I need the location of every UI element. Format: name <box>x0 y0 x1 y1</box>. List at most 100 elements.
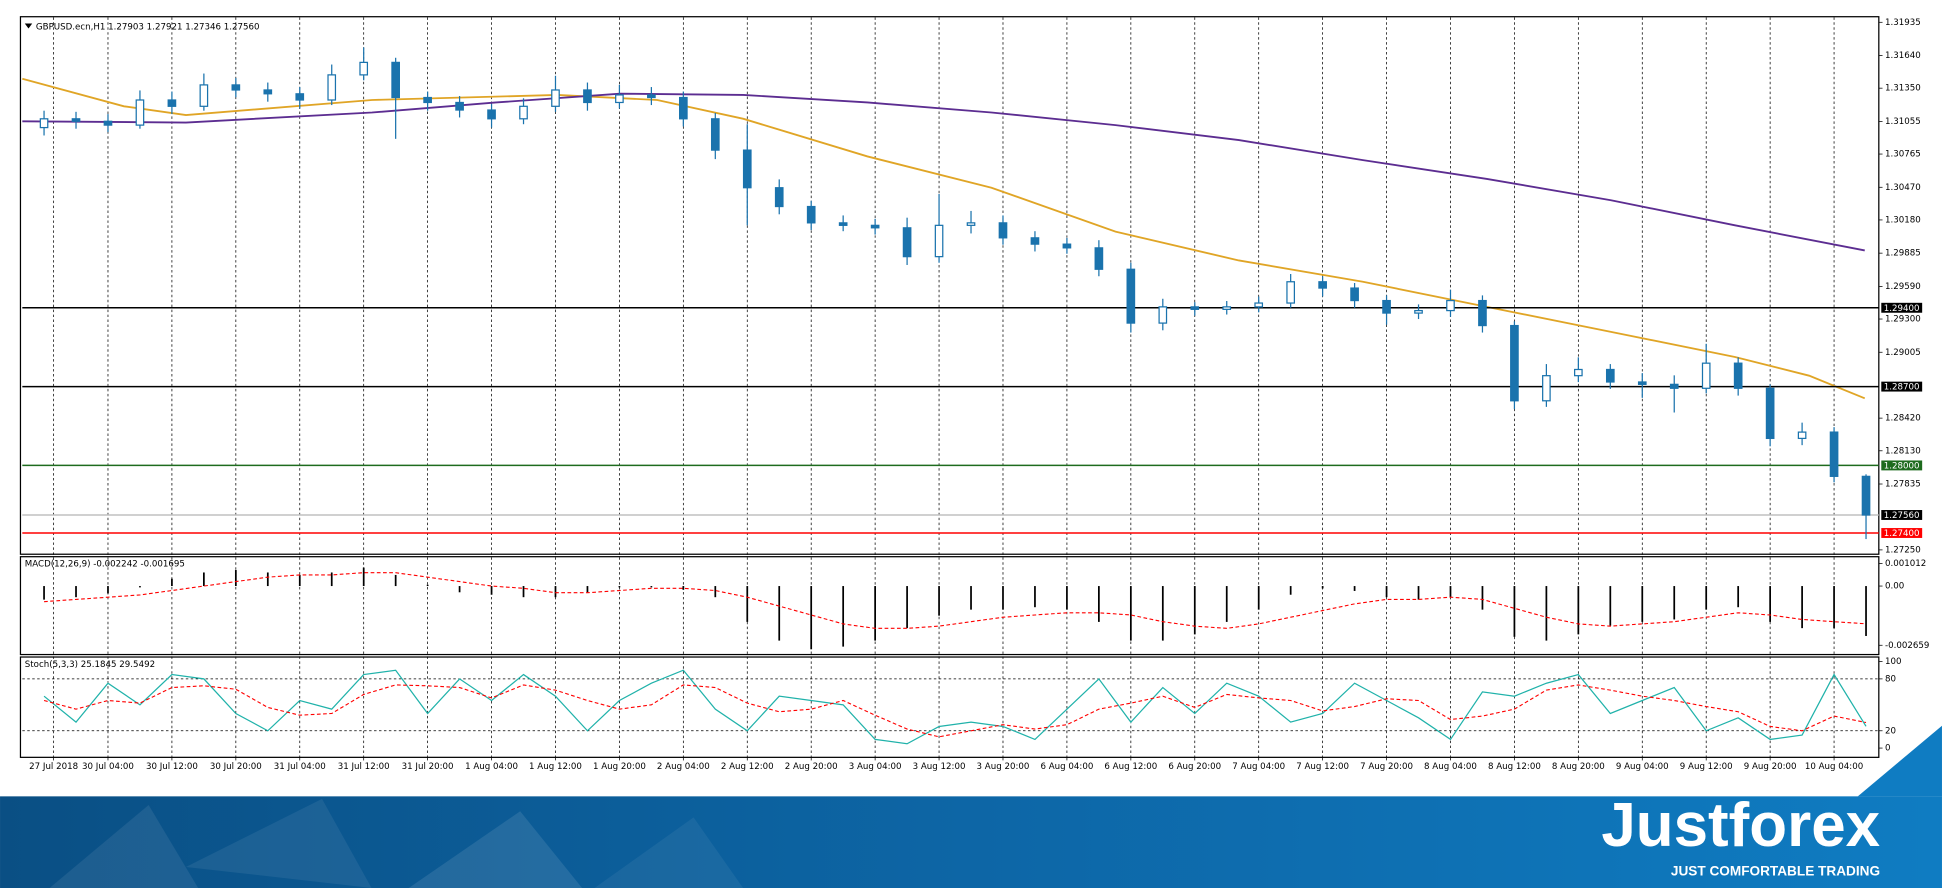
candle-body <box>1222 306 1232 310</box>
candle-body <box>391 61 400 99</box>
candle-body <box>103 120 113 126</box>
moving-average <box>22 92 1865 252</box>
x-tick-label: 31 Jul 12:00 <box>338 762 390 772</box>
symbol-header: GBPUSD.ecn,H1 1.27903 1.27921 1.27346 1.… <box>36 23 260 33</box>
candle-body <box>1190 306 1200 310</box>
x-tick-label: 7 Aug 12:00 <box>1296 762 1349 772</box>
x-tick-label: 27 Jul 2018 <box>29 762 78 772</box>
candle-body <box>1094 247 1104 270</box>
candle-body <box>1701 362 1711 389</box>
x-tick-label: 6 Aug 12:00 <box>1104 762 1157 772</box>
candle-body <box>487 109 496 120</box>
candle-body <box>902 227 912 258</box>
x-tick-label: 2 Aug 12:00 <box>721 762 774 772</box>
candle-body <box>806 205 816 224</box>
x-tick-label: 9 Aug 04:00 <box>1616 762 1669 772</box>
banner-decoration <box>185 798 372 888</box>
x-tick-label: 1 Aug 20:00 <box>593 762 646 772</box>
level-label: 1.27400 <box>1884 529 1920 539</box>
y-tick-label: 0.001012 <box>1885 559 1926 569</box>
candle-body <box>998 222 1008 239</box>
candle-body <box>1733 362 1743 389</box>
level-box <box>1881 381 1923 392</box>
x-tick-label: 8 Aug 20:00 <box>1552 762 1605 772</box>
x-tick-label: 10 Aug 04:00 <box>1805 762 1863 772</box>
y-tick-label: 1.29590 <box>1885 282 1921 292</box>
candle-body <box>1797 431 1807 440</box>
candle-body <box>1861 475 1871 516</box>
level-box <box>1881 510 1923 520</box>
candle-body <box>263 89 273 95</box>
macd-header: MACD(12,26,9) -0.002242 -0.001695 <box>25 560 185 570</box>
y-tick-label: 20 <box>1885 726 1896 736</box>
y-tick-label: 1.28420 <box>1885 414 1921 424</box>
brand-name: Justforex <box>1601 791 1880 860</box>
x-tick-label: 8 Aug 12:00 <box>1488 762 1541 772</box>
plot-layers: 27 Jul 2018 30 Jul 04:00 30 Jul 12:00 30 Ju… <box>22 17 1929 772</box>
macd-pane-frame <box>19 556 1880 656</box>
y-tick-label: 1.28130 <box>1885 446 1921 456</box>
banner <box>0 796 1942 888</box>
stoch-header: Stoch(5,3,3) 25.1845 29.5492 <box>25 660 155 670</box>
level-label: 1.28700 <box>1884 383 1920 393</box>
x-tick-label: 2 Aug 04:00 <box>657 762 710 772</box>
stoch-d <box>43 684 1867 738</box>
x-tick-label: 3 Aug 20:00 <box>977 762 1030 772</box>
x-tick-label: 9 Aug 20:00 <box>1744 762 1797 772</box>
banner-decoration <box>408 811 583 888</box>
y-tick-label: -0.002659 <box>1885 641 1929 651</box>
candle-body <box>231 84 241 91</box>
candle-body <box>423 96 432 104</box>
candle-body <box>551 89 560 107</box>
x-tick-label: 7 Aug 20:00 <box>1360 762 1413 772</box>
candle-body <box>1829 431 1839 477</box>
moving-average <box>22 77 1866 400</box>
level-box <box>1881 302 1923 313</box>
candle-body <box>1350 287 1359 302</box>
candle-body <box>1382 299 1391 314</box>
candle-body <box>679 96 688 120</box>
y-tick-label: 1.31055 <box>1885 117 1921 127</box>
y-tick-label: 1.27250 <box>1885 545 1921 555</box>
candle-body <box>1669 383 1679 389</box>
candle-body <box>167 99 177 107</box>
x-tick-label: 31 Jul 04:00 <box>274 762 326 772</box>
candle-body <box>1030 237 1040 245</box>
menu-arrow[interactable] <box>24 23 33 29</box>
banner-decoration <box>49 805 199 888</box>
candle-body <box>1158 306 1168 324</box>
x-tick-label: 9 Aug 12:00 <box>1680 762 1733 772</box>
y-tick-label: 0 <box>1885 744 1891 754</box>
y-tick-label: 1.30765 <box>1885 150 1921 160</box>
candle-body <box>295 93 305 101</box>
candle-body <box>583 89 592 104</box>
banner-decoration <box>594 817 744 888</box>
macd-signal <box>44 572 1867 629</box>
x-tick-label: 3 Aug 04:00 <box>849 762 902 772</box>
candle-body <box>1637 381 1647 385</box>
candle-body <box>615 94 624 104</box>
candle-body <box>1605 368 1615 383</box>
candle-body <box>1318 281 1327 289</box>
x-tick-label: 1 Aug 12:00 <box>529 762 582 772</box>
y-tick-label: 1.31640 <box>1885 51 1921 61</box>
x-tick-label: 7 Aug 04:00 <box>1232 762 1285 772</box>
candle-body <box>1062 243 1072 249</box>
candle-body <box>1254 302 1264 308</box>
candle-body <box>327 74 337 101</box>
y-tick-label: 0.00 <box>1885 582 1904 592</box>
x-tick-label: 30 Jul 12:00 <box>146 762 198 772</box>
y-tick-label: 100 <box>1885 657 1902 667</box>
candle-body <box>774 187 784 208</box>
stoch-k <box>43 669 1867 745</box>
candle-body <box>742 149 752 189</box>
x-tick-label: 30 Jul 20:00 <box>210 762 262 772</box>
x-tick-label: 31 Jul 20:00 <box>402 762 454 772</box>
level-box <box>1881 460 1923 471</box>
candle-body <box>1765 387 1775 440</box>
candle-body <box>870 224 880 229</box>
candle-body <box>135 99 145 126</box>
